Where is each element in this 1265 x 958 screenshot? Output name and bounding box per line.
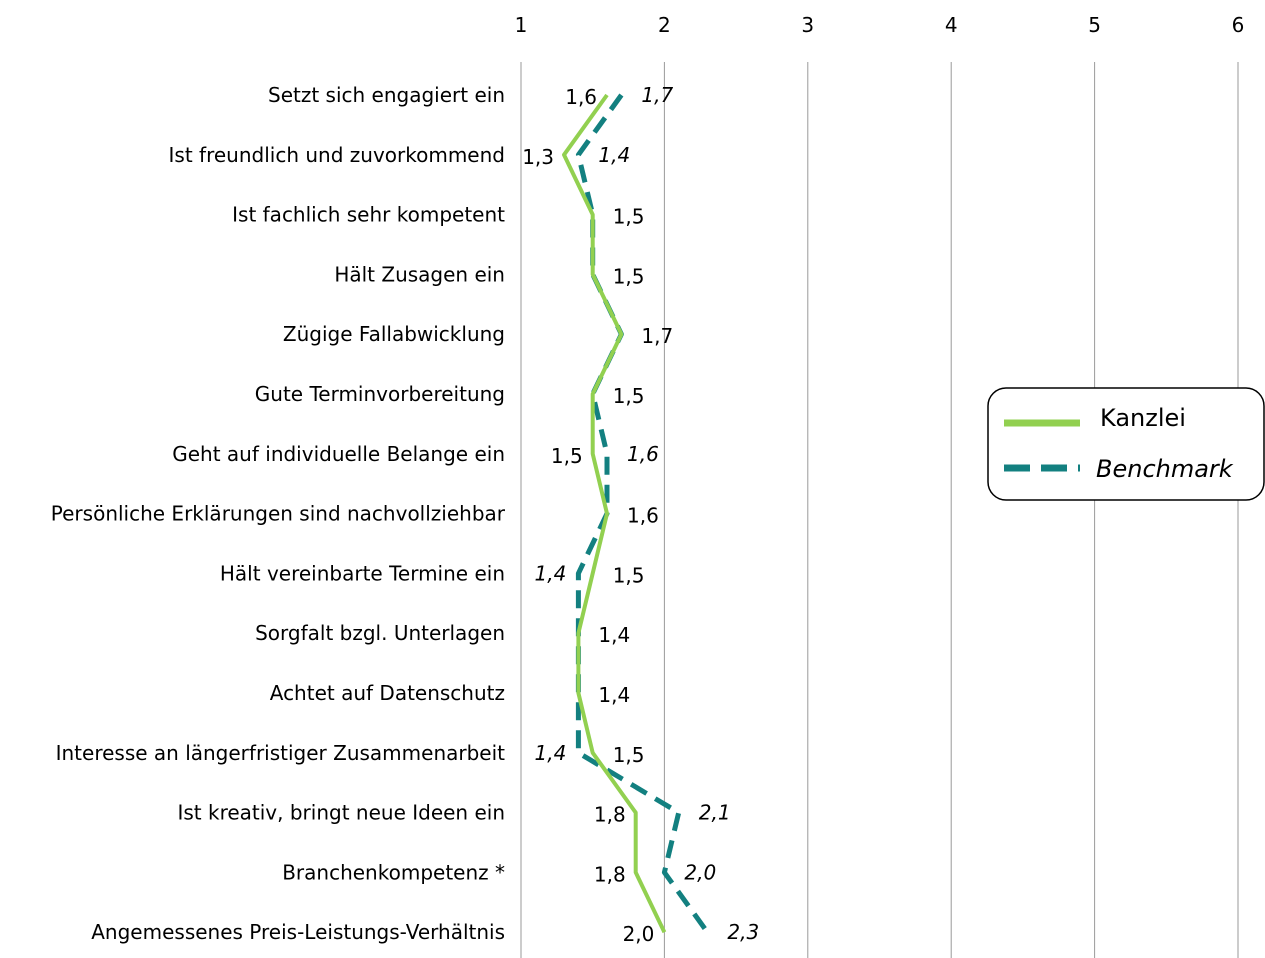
data-label-benchmark: 1,4 — [535, 741, 567, 765]
data-label-kanzlei: 1,5 — [551, 444, 583, 468]
data-label-kanzlei: 1,5 — [613, 264, 645, 288]
data-label-kanzlei: 1,3 — [522, 145, 554, 169]
x-tick-label: 3 — [801, 13, 814, 37]
category-label: Sorgfalt bzgl. Unterlagen — [255, 621, 505, 645]
data-label-kanzlei: 1,6 — [627, 504, 659, 528]
grid-lines — [520, 62, 1239, 958]
data-label-kanzlei: 1,5 — [613, 384, 645, 408]
legend: Kanzlei Benchmark — [987, 387, 1265, 501]
category-label: Ist fachlich sehr kompetent — [232, 203, 505, 227]
data-label-kanzlei: 1,4 — [598, 623, 630, 647]
data-label-kanzlei: 2,0 — [623, 922, 655, 946]
x-tick-label: 2 — [658, 13, 671, 37]
x-tick-label: 1 — [515, 13, 528, 37]
legend-box — [987, 387, 1265, 501]
category-label: Hält Zusagen ein — [334, 262, 505, 286]
x-tick-label: 4 — [945, 13, 958, 37]
data-label-benchmark: 2,3 — [727, 920, 759, 944]
category-label: Geht auf individuelle Belange ein — [172, 442, 505, 466]
series-line-kanzlei — [562, 93, 667, 934]
category-label: Ist kreativ, bringt neue Ideen ein — [177, 801, 505, 825]
category-label: Interesse an längerfristiger Zusammenarb… — [56, 741, 506, 765]
category-labels: Setzt sich engagiert ein Ist freundlich u… — [51, 83, 506, 944]
data-label-kanzlei: 1,5 — [613, 205, 645, 229]
data-label-kanzlei: 1,7 — [641, 324, 673, 348]
series-lines — [562, 93, 710, 934]
data-label-benchmark: 1,4 — [598, 143, 630, 167]
data-label-kanzlei: 1,6 — [565, 85, 597, 109]
category-label: Angemessenes Preis-Leistungs-Verhältnis — [91, 920, 505, 944]
category-label: Gute Terminvorbereitung — [255, 382, 505, 406]
x-axis-tick-labels: 1 2 3 4 5 6 — [515, 13, 1245, 37]
data-label-benchmark: 1,6 — [627, 442, 659, 466]
data-labels: 1,6 1,3 1,5 1,5 1,7 1,5 1,5 1,6 1,5 1,4 1,4 1,5 1,8 1… — [522, 83, 759, 946]
category-label: Branchenkompetenz * — [282, 860, 505, 884]
category-label: Hält vereinbarte Termine ein — [220, 561, 505, 585]
category-label: Achtet auf Datenschutz — [270, 681, 505, 705]
data-label-kanzlei: 1,8 — [594, 803, 626, 827]
legend-label-benchmark: Benchmark — [1096, 455, 1234, 483]
data-label-benchmark: 1,7 — [641, 83, 673, 107]
x-tick-label: 5 — [1088, 13, 1101, 37]
data-label-benchmark: 1,4 — [535, 561, 567, 585]
data-label-kanzlei: 1,4 — [598, 683, 630, 707]
data-label-kanzlei: 1,5 — [613, 743, 645, 767]
legend-label-kanzlei: Kanzlei — [1100, 404, 1186, 432]
category-label: Ist freundlich und zuvorkommend — [169, 143, 505, 167]
data-label-benchmark: 2,0 — [684, 860, 716, 884]
category-label: Setzt sich engagiert ein — [268, 83, 505, 107]
x-tick-label: 6 — [1232, 13, 1245, 37]
data-label-benchmark: 2,1 — [699, 801, 731, 825]
category-label: Zügige Fallabwicklung — [283, 322, 505, 346]
data-label-kanzlei: 1,8 — [594, 862, 626, 886]
category-label: Persönliche Erklärungen sind nachvollzie… — [51, 502, 506, 526]
data-label-kanzlei: 1,5 — [613, 563, 645, 587]
